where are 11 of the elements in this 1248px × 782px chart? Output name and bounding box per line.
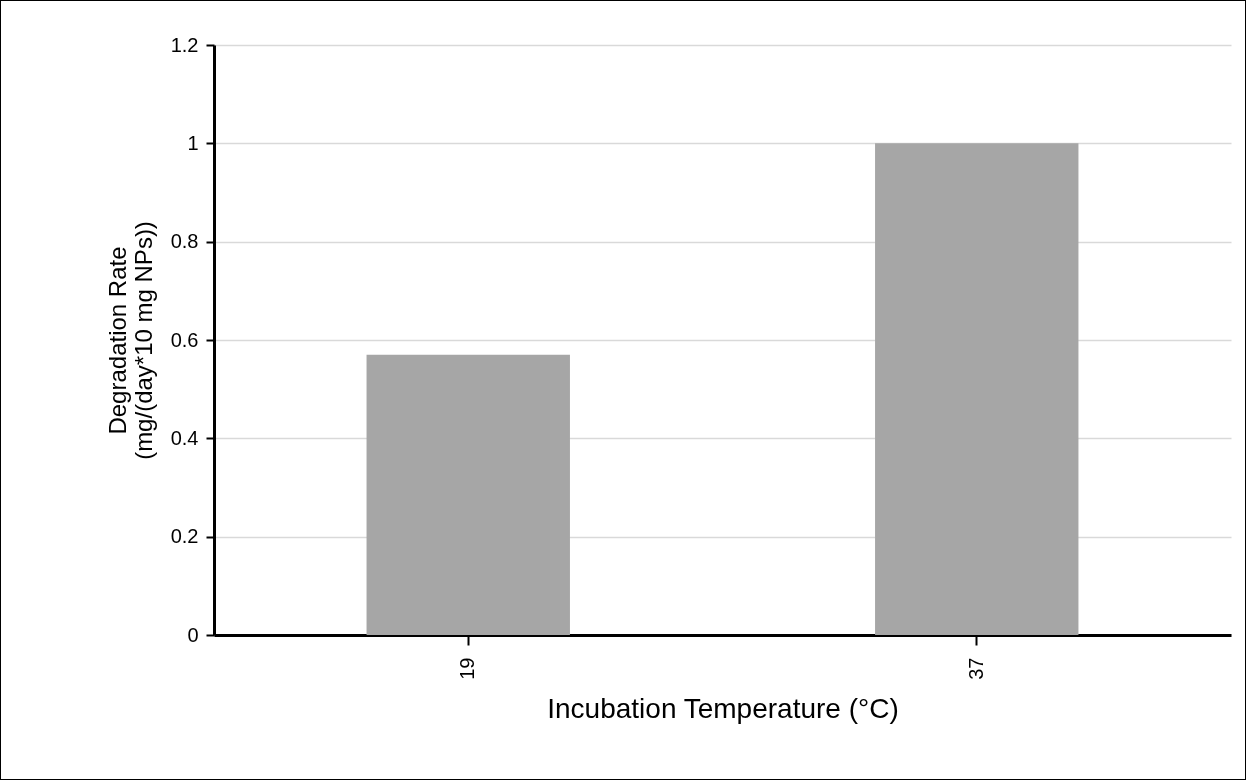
x-tick-label: 19 [456,657,479,680]
y-tick-label: 1.2 [170,33,199,56]
y-tick-label: 0 [187,623,199,646]
y-tick-label: 0.8 [170,230,199,253]
y-tick-label: 1 [187,131,199,154]
y-tick-label: 0.4 [170,426,199,449]
y-tick-label: 0.2 [170,525,199,548]
x-axis-title: Incubation Temperature (°C) [547,692,899,724]
x-tick-label: 37 [964,657,987,680]
y-axis-title: Degradation Rate (mg/(day*10 mg NPs)) [103,221,157,460]
y-tick-label: 0.6 [170,328,199,351]
